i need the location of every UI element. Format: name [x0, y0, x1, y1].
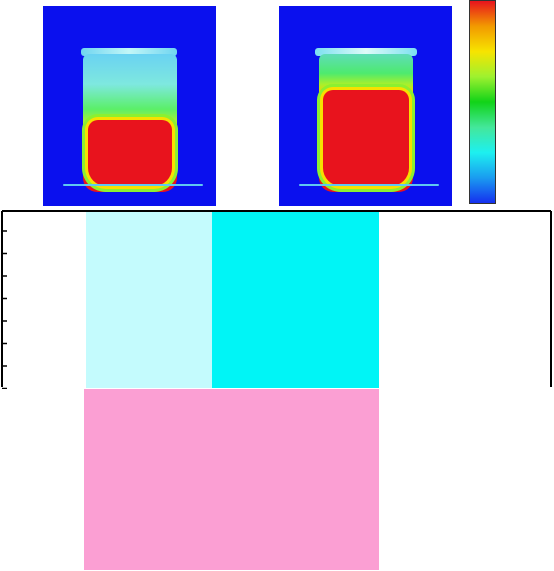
liquid-region [323, 90, 409, 186]
thermal-image-right [279, 6, 452, 206]
left-axis-ticks [2, 230, 7, 389]
beaker-rim [315, 48, 417, 56]
pink-block [84, 389, 379, 570]
base-reflection [63, 184, 203, 186]
thermal-image-left [43, 6, 216, 206]
axis-svg [1, 210, 552, 389]
base-reflection [299, 184, 439, 186]
cyan-block [212, 212, 379, 388]
temperature-colorbar [469, 0, 496, 204]
axis-frame [0, 209, 553, 389]
liquid-region [88, 120, 172, 186]
light-cyan-block [86, 212, 212, 388]
beaker-rim [81, 48, 177, 56]
